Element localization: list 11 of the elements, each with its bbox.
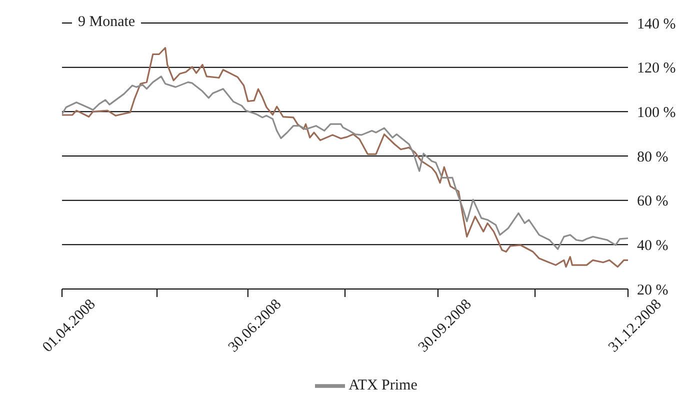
y-tick-label: 60 % [637, 194, 668, 210]
y-tick-label: 40 % [637, 238, 668, 254]
legend-label: ATX Prime [348, 377, 418, 394]
y-tick-label: 140 % [637, 16, 676, 32]
y-tick-label: 80 % [637, 149, 668, 166]
y-tick-label: 20 % [637, 282, 668, 298]
y-tick-label: 120 % [637, 60, 676, 77]
y-tick-label: 100 % [637, 104, 676, 121]
line-series [62, 76, 628, 250]
chart-title: 9 Monate [72, 12, 142, 32]
line-series [62, 47, 628, 268]
